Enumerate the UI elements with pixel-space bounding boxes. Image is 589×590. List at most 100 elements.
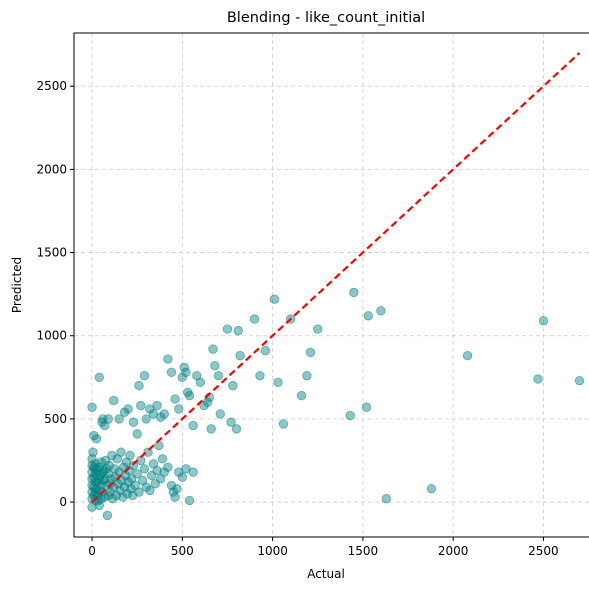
data-point	[235, 350, 245, 361]
data-point	[125, 450, 135, 461]
data-point	[296, 390, 307, 401]
data-point	[426, 484, 437, 494]
data-point	[574, 375, 585, 386]
plot-frame	[73, 32, 589, 538]
data-point	[228, 380, 238, 391]
data-point	[170, 394, 180, 404]
data-point	[249, 314, 260, 324]
data-point	[184, 495, 195, 506]
data-point	[345, 410, 355, 421]
data-point	[381, 494, 392, 504]
y-tick-label: 1500	[36, 246, 67, 260]
data-point	[376, 306, 386, 316]
x-axis: 0 500 1000 1500 2000 2500	[88, 537, 559, 558]
data-point	[179, 362, 189, 373]
data-point	[170, 492, 180, 502]
data-point	[116, 447, 126, 457]
data-point	[134, 380, 144, 391]
data-point	[184, 390, 195, 401]
data-point	[305, 347, 316, 358]
data-point	[159, 467, 169, 477]
y-tick-label: 1000	[36, 329, 67, 343]
y-tick-label: 0	[59, 495, 67, 509]
data-point	[349, 287, 359, 298]
reference-line	[91, 52, 581, 503]
data-point	[313, 324, 323, 334]
data-point	[91, 434, 102, 444]
data-point	[139, 370, 150, 381]
x-tick-label: 1500	[348, 544, 379, 558]
data-point	[210, 360, 220, 371]
x-tick-label: 1000	[257, 544, 288, 558]
data-point	[177, 372, 188, 383]
data-point	[107, 450, 117, 461]
data-point	[213, 370, 224, 381]
data-point	[102, 510, 113, 521]
data-point	[255, 370, 265, 381]
data-point	[128, 417, 139, 427]
data-point	[363, 311, 373, 321]
data-point	[188, 420, 198, 431]
x-tick-label: 500	[171, 544, 194, 558]
data-point	[103, 414, 114, 424]
y-tick-label: 2000	[36, 162, 67, 176]
data-point	[101, 464, 112, 474]
data-point	[94, 372, 104, 383]
data-point	[132, 429, 142, 439]
data-point	[222, 324, 233, 334]
x-tick-label: 0	[88, 544, 96, 558]
data-point	[94, 462, 104, 472]
data-point	[109, 395, 119, 406]
data-point	[123, 404, 133, 414]
data-point	[174, 404, 184, 414]
grid	[74, 33, 589, 537]
data-point	[226, 417, 236, 427]
data-point	[538, 316, 549, 326]
x-axis-label: Actual	[307, 567, 345, 581]
data-point	[152, 400, 162, 411]
data-point	[177, 472, 188, 482]
data-point	[157, 454, 168, 464]
data-point	[132, 469, 142, 479]
data-point	[168, 487, 179, 497]
data-point	[260, 346, 271, 356]
data-point	[206, 424, 216, 434]
chart-title: Blending - like_count_initial	[227, 10, 425, 26]
y-tick-label: 2500	[36, 79, 67, 93]
data-point	[202, 397, 213, 407]
data-point	[233, 326, 243, 336]
data-point	[181, 367, 191, 378]
data-point	[188, 467, 198, 477]
data-point	[155, 412, 166, 422]
data-point	[141, 482, 151, 492]
data-point	[114, 414, 124, 424]
data-point	[134, 487, 144, 497]
data-point	[159, 409, 169, 419]
data-point	[154, 440, 164, 451]
data-point	[166, 367, 177, 378]
data-point	[136, 400, 146, 411]
data-point	[139, 464, 150, 474]
data-point	[231, 424, 242, 434]
x-tick-label: 2500	[528, 544, 559, 558]
data-point	[172, 484, 182, 494]
data-points	[87, 287, 585, 521]
data-point	[199, 400, 209, 411]
x-tick-label: 2000	[438, 544, 469, 558]
data-point	[163, 462, 173, 472]
data-point	[163, 354, 173, 364]
data-point	[462, 350, 473, 361]
data-point	[122, 489, 132, 499]
data-point	[141, 414, 151, 424]
data-point	[89, 482, 99, 492]
data-point	[152, 465, 162, 476]
data-point	[145, 485, 155, 496]
data-point	[215, 409, 225, 419]
data-point	[533, 374, 543, 384]
data-point	[87, 402, 97, 412]
data-point	[195, 377, 206, 388]
data-point	[361, 402, 372, 412]
data-point	[273, 377, 283, 388]
y-axis: 0 500 1000 1500 2000 2500	[36, 79, 74, 509]
